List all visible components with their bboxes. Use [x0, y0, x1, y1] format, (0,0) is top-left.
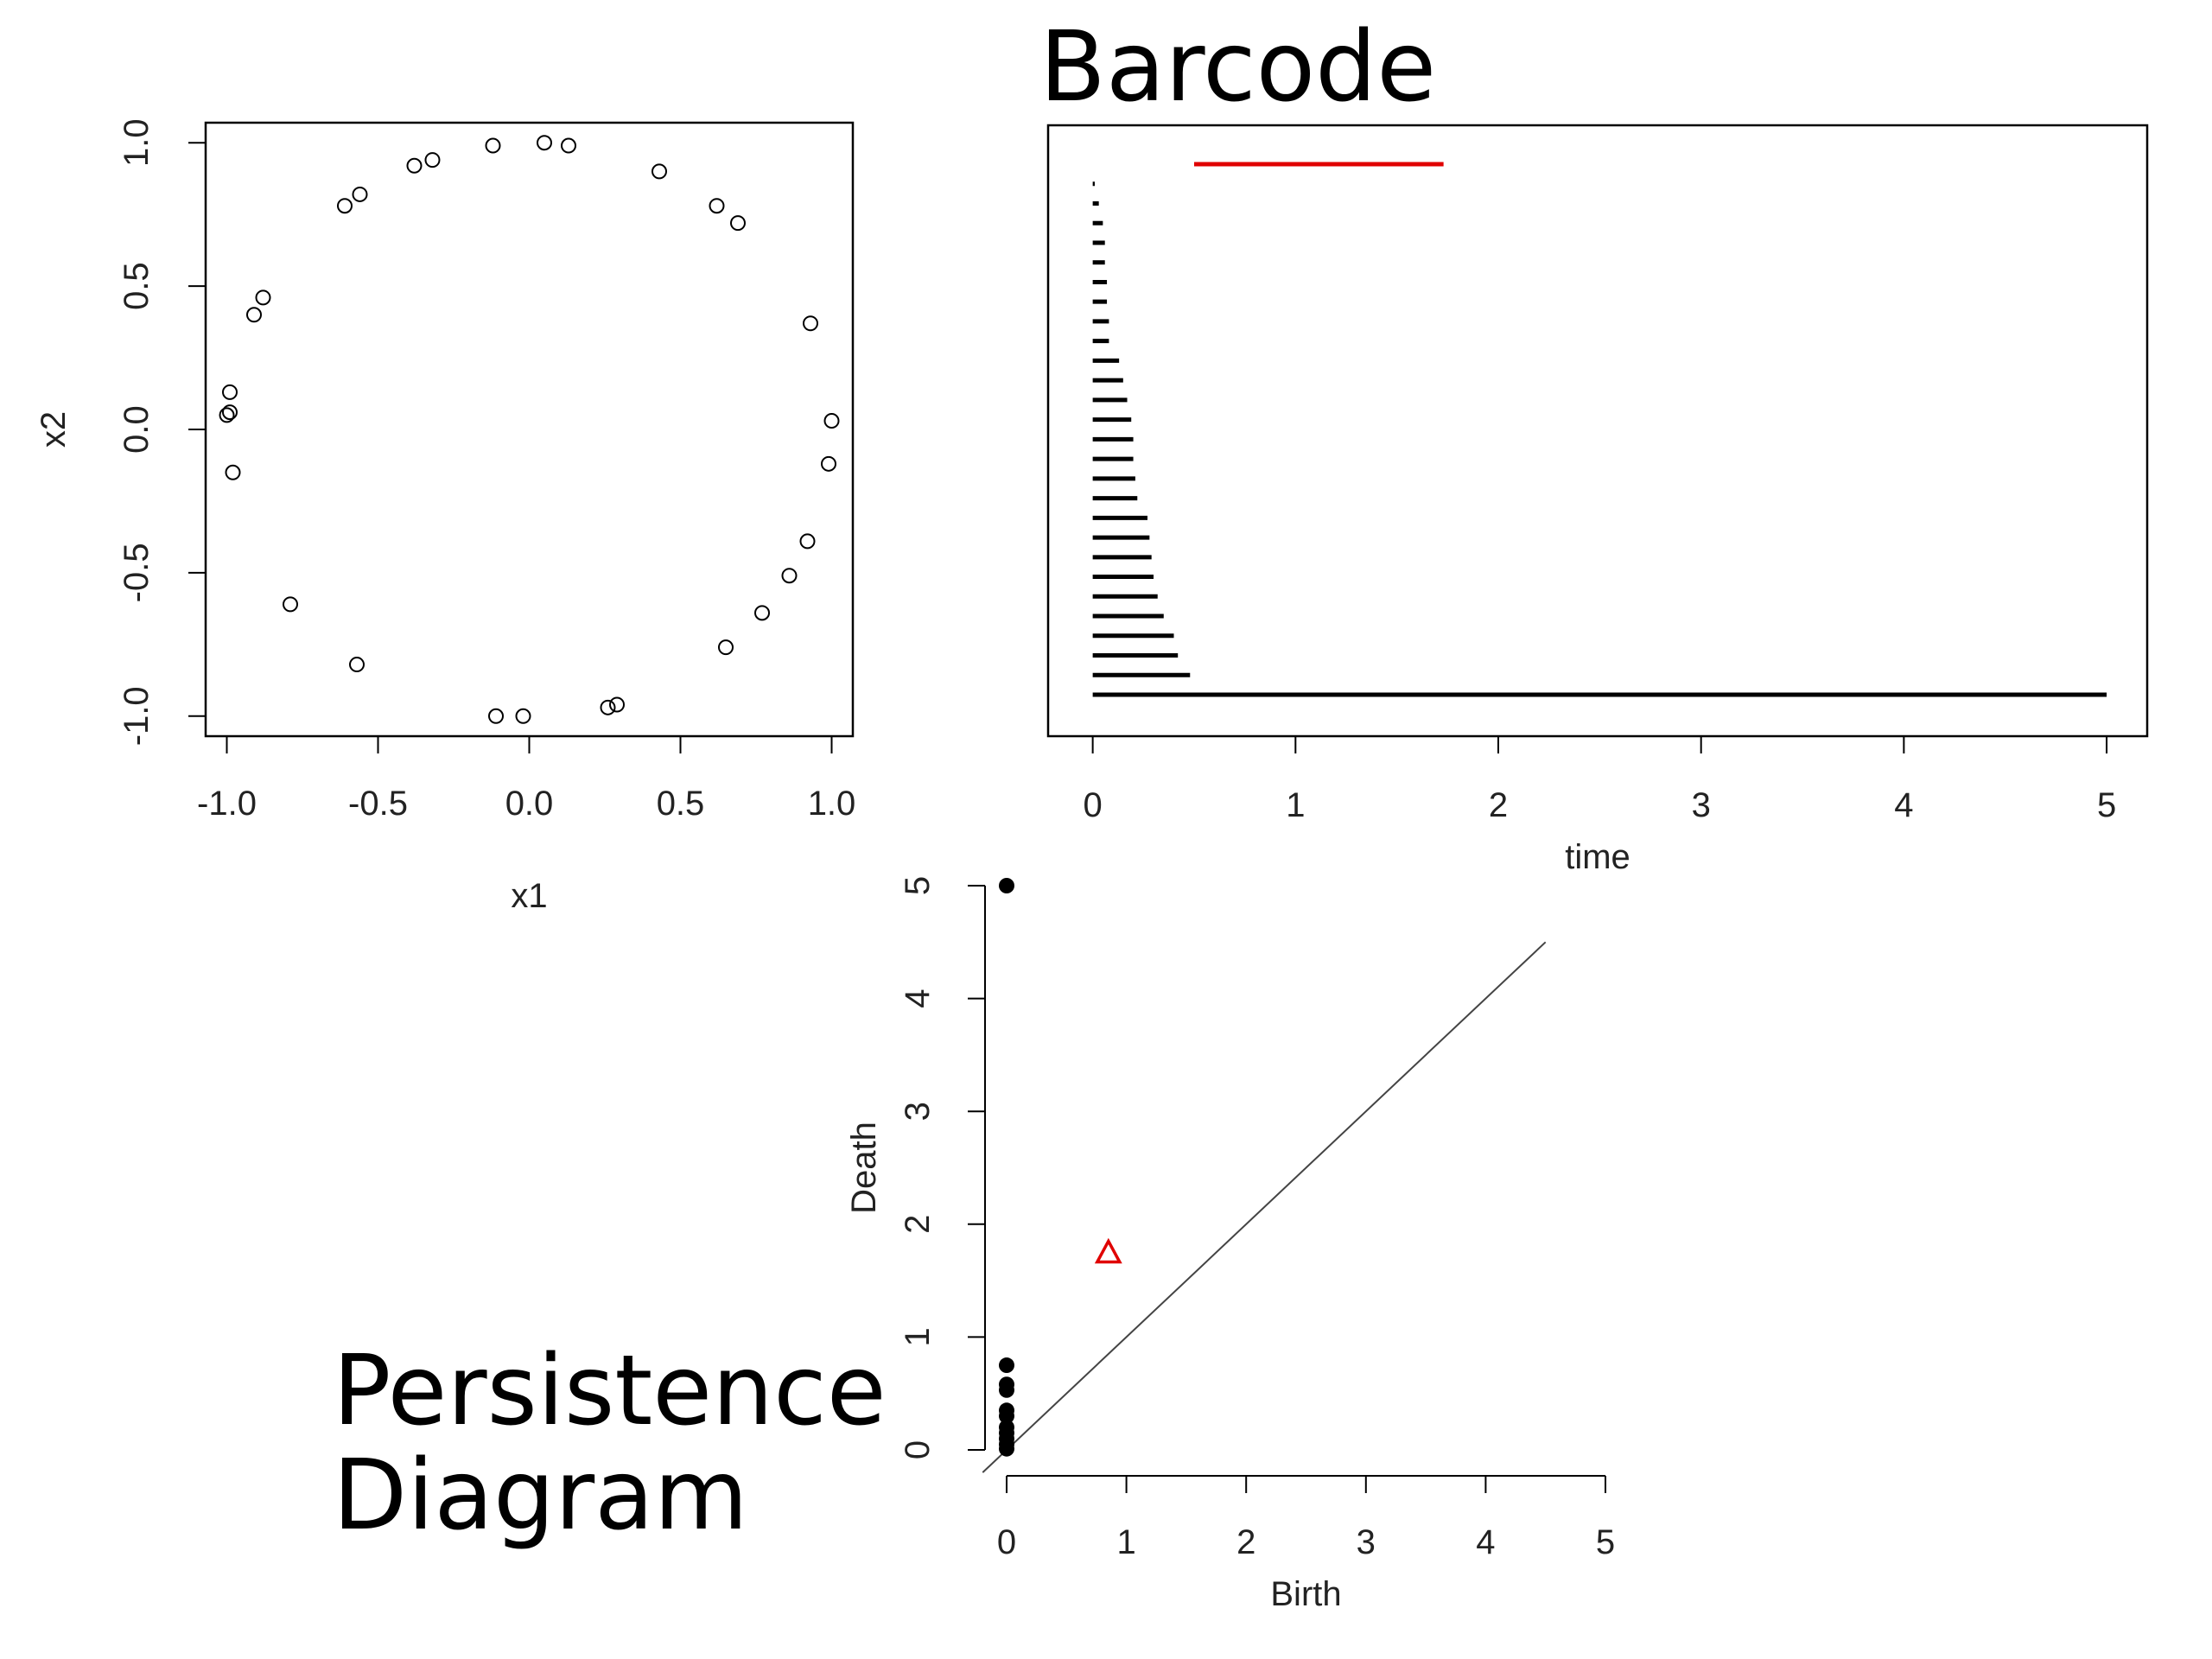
scatter-point — [561, 137, 576, 154]
scatter-point — [609, 696, 625, 713]
scatter-x-tick-label: 0.5 — [657, 785, 705, 823]
barcode-x-tick-label: 5 — [2097, 786, 2116, 824]
persistence-diagram-heading-line1: Persistence — [333, 1335, 887, 1447]
scatter-point — [222, 404, 238, 421]
scatter-y-tick-label: 1.0 — [118, 118, 156, 167]
scatter-y-tick-label: 0.5 — [118, 262, 156, 310]
scatter-point — [485, 137, 501, 154]
barcode-x-tick-label: 2 — [1489, 786, 1508, 824]
scatter-point — [349, 657, 365, 673]
scatter-point — [219, 407, 235, 423]
pd-point-dim1-triangle — [1094, 1237, 1122, 1264]
scatter-point — [799, 533, 816, 550]
pd-x-tick-label: 4 — [1476, 1523, 1495, 1561]
pd-x-tick-label: 0 — [997, 1523, 1016, 1561]
scatter-point — [821, 455, 836, 472]
scatter-point — [406, 157, 423, 174]
pd-point-dim0 — [999, 1357, 1014, 1374]
pd-y-tick-label: 4 — [899, 988, 937, 1007]
scatter-point — [537, 135, 552, 151]
scatter-point — [337, 198, 353, 214]
scatter-x-tick-label: -0.5 — [348, 785, 408, 823]
pd-x-tick-label: 3 — [1357, 1523, 1376, 1561]
pd-point-dim0 — [999, 1440, 1014, 1457]
pd-x-axis-label: Birth — [1270, 1575, 1341, 1613]
scatter-point — [754, 605, 770, 621]
pd-point-dim0 — [999, 1408, 1014, 1424]
pd-y-tick-label: 5 — [899, 876, 937, 895]
scatter-point — [283, 596, 298, 613]
scatter-point — [803, 315, 818, 332]
scatter-point — [652, 163, 667, 180]
pd-x-tick-label: 1 — [1116, 1523, 1135, 1561]
barcode-x-tick-label: 1 — [1286, 786, 1305, 824]
scatter-point — [222, 384, 238, 400]
pd-y-tick-label: 1 — [899, 1327, 937, 1346]
pd-x-tick-label: 2 — [1236, 1523, 1255, 1561]
scatter-x-tick-label: 0.0 — [505, 785, 554, 823]
pd-point-dim0 — [999, 1382, 1014, 1398]
pd-y-tick-label: 2 — [899, 1215, 937, 1234]
scatter-y-tick-label: -1.0 — [118, 686, 156, 746]
scatter-y-tick-label: -0.5 — [118, 543, 156, 602]
pd-diagonal-line — [982, 941, 1547, 1473]
scatter-point — [781, 568, 798, 584]
scatter-x-tick-label: -1.0 — [197, 785, 257, 823]
barcode-plot-frame — [1046, 124, 2149, 738]
scatter-y-tick-label: 0.0 — [118, 405, 156, 454]
scatter-point — [225, 464, 241, 480]
scatter-point — [730, 215, 746, 232]
barcode-x-tick-label: 0 — [1084, 786, 1103, 824]
scatter-point — [515, 708, 531, 724]
barcode-x-axis-label: time — [1565, 838, 1630, 876]
scatter-point — [709, 198, 725, 214]
scatter-point — [352, 186, 368, 202]
pd-point-dim0 — [999, 878, 1014, 893]
scatter-point — [718, 639, 734, 656]
barcode-x-tick-label: 3 — [1692, 786, 1711, 824]
pd-y-tick-label: 3 — [899, 1102, 937, 1121]
scatter-point — [600, 699, 616, 715]
pd-y-axis-label: Death — [845, 1122, 883, 1214]
scatter-x-tick-label: 1.0 — [808, 785, 856, 823]
scatter-point — [424, 152, 441, 168]
pd-y-tick-label: 0 — [899, 1440, 937, 1459]
scatter-plot-frame — [204, 121, 855, 738]
persistence-diagram-heading: Persistence Diagram — [333, 1339, 887, 1548]
pd-x-tick-label: 5 — [1596, 1523, 1615, 1561]
persistence-diagram-heading-line2: Diagram — [333, 1439, 748, 1552]
scatter-y-axis-label: x2 — [35, 411, 73, 448]
scatter-point — [246, 307, 262, 323]
scatter-x-axis-label: x1 — [511, 877, 547, 915]
barcode-x-tick-label: 4 — [1894, 786, 1913, 824]
scatter-point — [823, 413, 840, 429]
scatter-point — [488, 708, 504, 724]
scatter-point — [255, 289, 271, 306]
barcode-heading: Barcode — [1039, 11, 1437, 124]
